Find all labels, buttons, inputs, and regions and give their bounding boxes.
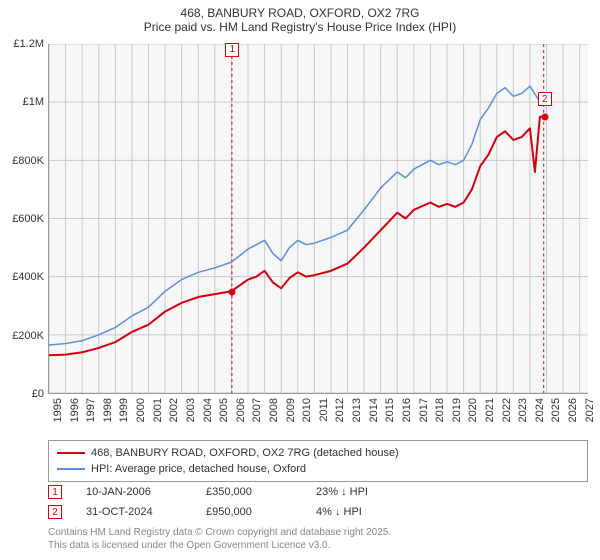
y-tick-label: £400K	[0, 271, 44, 283]
y-tick-label: £0	[0, 388, 44, 400]
marker-row: 2 31-OCT-2024 £950,000 4% ↓ HPI	[48, 502, 588, 522]
footer-attribution: Contains HM Land Registry data © Crown c…	[48, 526, 588, 552]
y-tick-label: £600K	[0, 213, 44, 225]
y-tick-label: £1.2M	[0, 38, 44, 50]
legend-label-1: HPI: Average price, detached house, Oxfo…	[91, 463, 306, 475]
x-tick-label: 2003	[185, 398, 197, 422]
x-tick-label: 2019	[451, 398, 463, 422]
x-tick-label: 2020	[467, 398, 479, 422]
legend-row: 468, BANBURY ROAD, OXFORD, OX2 7RG (deta…	[57, 445, 579, 461]
marker-row: 1 10-JAN-2006 £350,000 23% ↓ HPI	[48, 482, 588, 502]
title-line-1: 468, BANBURY ROAD, OXFORD, OX2 7RG	[0, 6, 600, 20]
x-tick-label: 1995	[52, 398, 64, 422]
y-tick-label: £800K	[0, 155, 44, 167]
marker-badge-2: 2	[48, 505, 62, 519]
legend-row: HPI: Average price, detached house, Oxfo…	[57, 461, 579, 477]
x-tick-label: 2004	[202, 398, 214, 422]
x-tick-label: 2012	[334, 398, 346, 422]
marker-price: £950,000	[206, 506, 316, 518]
x-tick-label: 2027	[584, 398, 596, 422]
title-line-2: Price paid vs. HM Land Registry's House …	[0, 20, 600, 34]
x-tick-label: 2010	[301, 398, 313, 422]
legend-box: 468, BANBURY ROAD, OXFORD, OX2 7RG (deta…	[48, 440, 588, 482]
footer-line-1: Contains HM Land Registry data © Crown c…	[48, 526, 588, 539]
data-point-dot	[541, 113, 548, 120]
x-tick-label: 2023	[517, 398, 529, 422]
x-tick-label: 2002	[168, 398, 180, 422]
x-tick-label: 1999	[118, 398, 130, 422]
x-tick-label: 2025	[550, 398, 562, 422]
x-tick-label: 2021	[484, 398, 496, 422]
x-tick-label: 1997	[85, 398, 97, 422]
x-tick-label: 2000	[135, 398, 147, 422]
x-tick-label: 2008	[268, 398, 280, 422]
chart-svg	[49, 44, 588, 393]
legend-swatch-1	[57, 468, 85, 470]
x-tick-label: 2026	[567, 398, 579, 422]
x-tick-label: 2009	[285, 398, 297, 422]
marker-delta: 4% ↓ HPI	[316, 506, 426, 518]
x-tick-label: 2006	[235, 398, 247, 422]
x-tick-label: 2015	[384, 398, 396, 422]
x-tick-label: 2018	[434, 398, 446, 422]
marker-date: 10-JAN-2006	[86, 486, 206, 498]
chart-title-block: 468, BANBURY ROAD, OXFORD, OX2 7RG Price…	[0, 0, 600, 34]
marker-date: 31-OCT-2024	[86, 506, 206, 518]
x-tick-label: 2013	[351, 398, 363, 422]
data-point-dot	[229, 288, 236, 295]
y-tick-label: £1M	[0, 96, 44, 108]
x-tick-label: 1998	[102, 398, 114, 422]
marker-delta: 23% ↓ HPI	[316, 486, 426, 498]
x-tick-label: 2017	[418, 398, 430, 422]
footer-line-2: This data is licensed under the Open Gov…	[48, 539, 588, 552]
x-tick-label: 2016	[401, 398, 413, 422]
x-axis-labels: 1995 1996 1997 1998 1999 2000 2001 2002 2003 2004…	[48, 394, 588, 436]
x-tick-label: 2005	[218, 398, 230, 422]
x-tick-label: 2014	[368, 398, 380, 422]
x-tick-label: 2007	[251, 398, 263, 422]
legend-swatch-0	[57, 452, 85, 454]
chart-plot-area: 12	[48, 44, 588, 394]
marker-table: 1 10-JAN-2006 £350,000 23% ↓ HPI 2 31-OC…	[48, 482, 588, 522]
x-tick-label: 2022	[501, 398, 513, 422]
legend-label-0: 468, BANBURY ROAD, OXFORD, OX2 7RG (deta…	[91, 447, 399, 459]
marker-price: £350,000	[206, 486, 316, 498]
marker-badge-1: 1	[48, 485, 62, 499]
x-tick-label: 2011	[318, 398, 330, 422]
x-tick-label: 1996	[69, 398, 81, 422]
y-tick-label: £200K	[0, 330, 44, 342]
x-tick-label: 2001	[152, 398, 164, 422]
x-tick-label: 2024	[534, 398, 546, 422]
